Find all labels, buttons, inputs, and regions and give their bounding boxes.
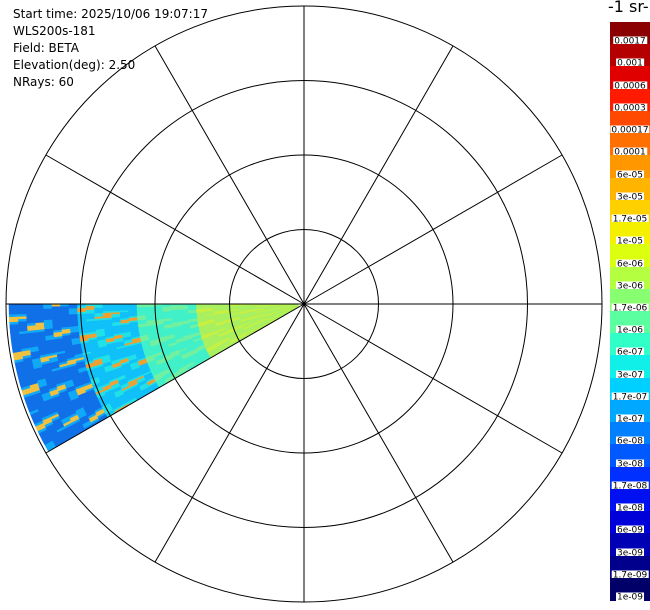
instrument-text: WLS200s-181 — [13, 24, 96, 38]
colorbar-tick-label: 1.7e-09 — [611, 570, 649, 582]
colorbar-tick-label: 0.0006 — [613, 81, 647, 93]
colorbar-tick-label: 6e-06 — [616, 259, 644, 271]
data-cell — [59, 305, 69, 309]
colorbar-tick-label: 6e-07 — [616, 347, 644, 359]
nrays-text: NRays: 60 — [13, 75, 74, 89]
colorbar-tick-label: 3e-06 — [616, 281, 644, 293]
colorbar-tick-label: 6e-09 — [616, 525, 644, 537]
colorbar-tick-label: 1.7e-08 — [611, 481, 649, 493]
colorbar: 0.0017 0.001 0.0006 0.0003 0.00017 0.0001 6e-0… — [610, 22, 650, 604]
colorbar-tick-label: 0.0001 — [613, 147, 647, 159]
colorbar-tick-label: 1e-05 — [616, 236, 644, 248]
polar-grid — [5, 5, 603, 603]
start-time-text: Start time: 2025/10/06 19:07:17 — [13, 7, 208, 21]
colorbar-tick-label: 3e-08 — [616, 459, 644, 471]
azimuth-spoke — [303, 154, 563, 305]
data-cell — [8, 308, 18, 312]
colorbar-title: -1 sr- — [608, 0, 649, 16]
colorbar-tick-label: 1.7e-06 — [611, 303, 649, 315]
azimuth-spoke — [154, 45, 305, 305]
data-cell — [68, 305, 78, 309]
colorbar-tick-label: 3e-09 — [616, 548, 644, 560]
azimuth-spoke — [303, 303, 454, 563]
colorbar-tick-label: 6e-08 — [616, 436, 644, 448]
colorbar-tick-label: 1.7e-07 — [611, 392, 649, 404]
data-sector — [8, 303, 300, 452]
data-cell — [34, 306, 44, 309]
colorbar-tick-label: 1e-09 — [616, 592, 644, 604]
colorbar-tick-label: 0.00017 — [610, 125, 650, 137]
data-cell — [17, 308, 27, 312]
data-cell — [25, 306, 35, 310]
azimuth-spoke — [45, 303, 305, 454]
colorbar-tick-label: 0.001 — [616, 58, 644, 70]
colorbar-tick-label: 1e-06 — [616, 325, 644, 337]
azimuth-spoke — [303, 303, 563, 454]
data-cell — [25, 308, 35, 312]
azimuth-spoke — [303, 45, 454, 305]
data-cell — [8, 306, 18, 310]
colorbar-tick-label: 0.0003 — [613, 103, 647, 115]
colorbar-tick-label: 0.0017 — [613, 36, 647, 48]
field-text: Field: BETA — [13, 41, 79, 55]
elevation-text: Elevation(deg): 2.50 — [13, 58, 136, 72]
colorbar-tick-label: 3e-07 — [616, 370, 644, 382]
data-cell — [51, 305, 61, 309]
colorbar-tick-label: 6e-05 — [616, 170, 644, 182]
data-cell — [42, 305, 52, 309]
colorbar-tick-label: 3e-05 — [616, 192, 644, 204]
scan-info: Start time: 2025/10/06 19:07:17 WLS200s-… — [13, 6, 208, 91]
azimuth-spoke — [154, 303, 305, 563]
colorbar-tick-label: 1e-07 — [616, 414, 644, 426]
data-cell — [17, 306, 27, 310]
colorbar-tick-label: 1.7e-05 — [611, 214, 649, 226]
azimuth-spoke — [45, 154, 305, 305]
colorbar-tick-label: 1e-08 — [616, 503, 644, 515]
